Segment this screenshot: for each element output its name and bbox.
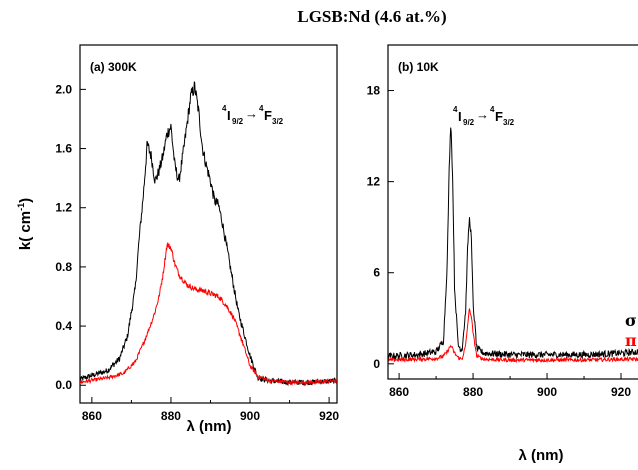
y-tick-label: 2.0 xyxy=(55,82,72,96)
panel-b-lower-level-sub: 9/2 xyxy=(463,118,475,127)
panel-b-label: (b) 10K xyxy=(398,60,439,74)
panel-b-ticks: 860 880 900 920 0 6 12 18 xyxy=(367,84,632,399)
y-tick-label: 18 xyxy=(367,84,381,98)
x-tick-label: 880 xyxy=(463,385,483,399)
x-tick-label: 880 xyxy=(161,409,181,423)
x-tick-label: 920 xyxy=(319,409,339,423)
panel-a-upper-level-sub: 3/2 xyxy=(272,117,284,126)
y-tick-label: 0.8 xyxy=(55,260,72,274)
panel-b-transition-label: 4 I 9/2 → 4 F 3/2 xyxy=(453,105,515,127)
x-tick-label: 860 xyxy=(82,409,102,423)
panel-b-series-pi-line xyxy=(387,308,638,364)
y-tick-label: 0 xyxy=(373,357,380,371)
y-tick-label: 0.0 xyxy=(55,378,72,392)
panel-b-lower-level: I xyxy=(458,109,462,124)
panel-b-frame xyxy=(387,44,638,380)
panel-a-series-pi-line xyxy=(79,241,337,386)
panel-b: 860 880 900 920 0 6 12 18 (b) 10K 4 I 9/2 → 4 F… xyxy=(367,44,638,464)
panel-b-x-axis-label: λ (nm) xyxy=(519,447,564,464)
x-tick-label: 920 xyxy=(611,385,631,399)
figure-title: LGSB:Nd (4.6 at.%) xyxy=(297,7,446,26)
panel-a-ticks: 860 880 900 920 0.0 0.4 0.8 1.2 1.6 2.0 xyxy=(55,82,339,423)
y-tick-label: 0.4 xyxy=(55,319,72,333)
panel-a-label: (a) 300K xyxy=(90,60,137,74)
y-tick-label: 6 xyxy=(373,266,380,280)
panel-b-series-sigma-line xyxy=(387,127,638,361)
panel-a-lower-level-sup: 4 xyxy=(222,104,227,113)
x-tick-label: 860 xyxy=(389,385,409,399)
panel-a-lower-level-sub: 9/2 xyxy=(232,117,244,126)
panel-a-plot-area xyxy=(79,81,337,387)
legend-sigma: σ xyxy=(625,311,637,330)
panel-a-frame xyxy=(79,44,338,404)
panel-a-transition-arrow: → xyxy=(245,106,258,121)
panel-b-plot-area xyxy=(387,127,638,364)
panel-a-series-sigma-line xyxy=(79,81,337,387)
panel-b-transition-arrow: → xyxy=(476,107,489,122)
legend-pi: π xyxy=(625,331,637,350)
x-tick-label: 900 xyxy=(537,385,557,399)
svg-text:k( cm-1): k( cm-1) xyxy=(16,198,34,250)
panel-a-transition-label: 4 I 9/2 → 4 F 3/2 xyxy=(222,104,284,126)
x-tick-label: 900 xyxy=(240,409,260,423)
y-tick-label: 12 xyxy=(367,175,381,189)
panel-b-upper-level-sup: 4 xyxy=(490,105,495,114)
panel-b-lower-level-sup: 4 xyxy=(453,105,458,114)
y-tick-label: 1.2 xyxy=(55,201,72,215)
panel-a-lower-level: I xyxy=(227,108,231,123)
panel-a-x-axis-label: λ (nm) xyxy=(187,418,232,435)
panel-a-upper-level-sup: 4 xyxy=(259,104,264,113)
panel-a-y-axis-label: k( cm-1) xyxy=(16,198,34,250)
y-tick-label: 1.6 xyxy=(55,142,72,156)
panel-b-upper-level: F xyxy=(495,109,503,124)
panel-b-upper-level-sub: 3/2 xyxy=(503,118,515,127)
panel-a-upper-level: F xyxy=(264,108,272,123)
